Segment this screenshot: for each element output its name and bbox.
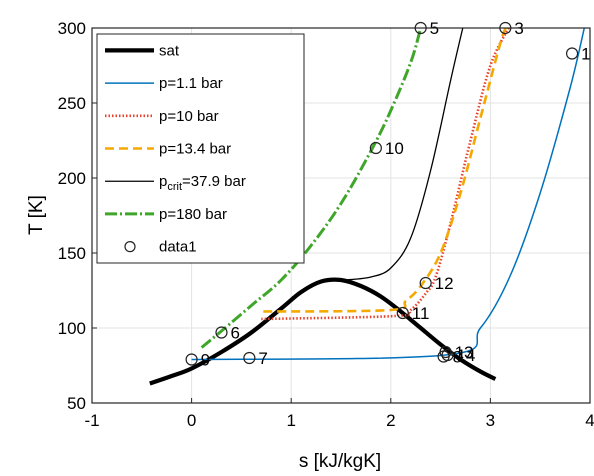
x-tick-label: 4 — [585, 411, 594, 430]
data-point-label: 11 — [412, 304, 430, 323]
x-tick-label: 1 — [286, 411, 295, 430]
legend-label: p=10 bar — [159, 108, 219, 125]
data-point-marker — [215, 326, 228, 339]
legend-label: data1 — [159, 239, 197, 256]
x-tick-label: 3 — [486, 411, 495, 430]
legend-marker-data1 — [124, 241, 136, 253]
legend-label: p=1.1 bar — [159, 75, 223, 92]
y-tick-label: 300 — [58, 19, 86, 38]
x-tick-label: 0 — [187, 411, 196, 430]
y-tick-label: 250 — [58, 94, 86, 113]
data-point-label: 13 — [455, 343, 474, 362]
y-axis-label: T [K] — [26, 195, 47, 235]
series-line-p-crit-37-9-bar — [345, 28, 464, 281]
data-point-label: 12 — [435, 274, 454, 293]
legend-box — [96, 33, 305, 264]
data-point-marker — [369, 141, 382, 155]
x-axis-label: s [kJ/kgK] — [299, 451, 381, 472]
legend: sat p=1.1 bar p=10 bar p=13.4 bar pcrit=37.9… — [96, 33, 305, 264]
series-line-p-13-4-bar — [263, 28, 508, 313]
data-point-marker — [185, 353, 198, 366]
legend-label-subscript: crit — [167, 181, 182, 193]
legend-label-main: p — [159, 173, 167, 190]
legend-label: p=13.4 bar — [159, 141, 231, 158]
data-point-label: 1 — [581, 45, 590, 64]
y-tick-label: 150 — [58, 244, 86, 263]
series-line-p-10-bar — [261, 28, 511, 321]
legend-label: sat — [159, 42, 180, 59]
data-point-marker — [243, 351, 256, 365]
data-point-label: 14 — [457, 346, 476, 365]
data-point-label: 8 — [453, 348, 462, 367]
data-point-marker — [565, 47, 579, 60]
y-tick-label: 100 — [58, 319, 86, 338]
y-tick-label: 200 — [58, 169, 86, 188]
x-tick-label: -1 — [84, 411, 99, 430]
legend-label: p=180 bar — [159, 206, 227, 223]
legend-label: pcrit=37.9 bar — [159, 173, 246, 193]
series-line-p-1-1-bar — [191, 28, 586, 361]
data-point-marker — [396, 306, 409, 320]
plot-area-border — [91, 27, 591, 404]
data-point-label: 7 — [258, 349, 267, 368]
legend-label-rest: =37.9 bar — [182, 173, 246, 190]
y-tick-label: 50 — [67, 394, 86, 413]
series-line-p-180-bar — [200, 28, 423, 349]
data-point-label: 9 — [201, 351, 210, 370]
data-point-label: 10 — [385, 139, 404, 158]
data-point-marker — [437, 350, 450, 363]
data-point-label: 6 — [230, 324, 239, 343]
data-point-marker — [419, 276, 432, 290]
x-tick-label: 2 — [386, 411, 395, 430]
